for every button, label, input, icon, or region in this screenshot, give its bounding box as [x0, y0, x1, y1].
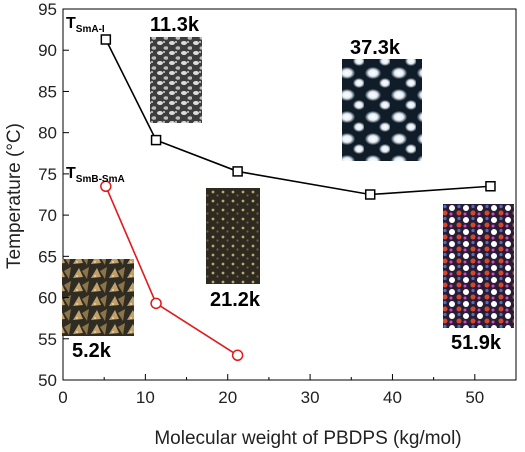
- data-point: [100, 180, 112, 193]
- data-point: [364, 189, 376, 200]
- inset-image-11-3k: [150, 37, 202, 123]
- x-tick-label: 50: [465, 388, 484, 407]
- x-axis: 0 10 20 30 40 50: [58, 374, 484, 407]
- data-point: [150, 134, 162, 146]
- x-tick-label: 40: [383, 388, 402, 407]
- x-axis-title: Molecular weight of PBDPS (kg/mol): [154, 428, 461, 449]
- annotation-37-3k: 37.3k: [350, 37, 401, 59]
- x-tick-label: 0: [58, 388, 67, 407]
- annotation-21-2k: 21.2k: [210, 289, 261, 311]
- series-markers: [100, 34, 496, 362]
- x-tick-label: 30: [301, 388, 320, 407]
- y-tick-label: 85: [38, 82, 57, 101]
- inset-image-21-2k: [206, 188, 260, 284]
- data-point: [100, 34, 112, 45]
- series-label-smb-sma: TSmB-SmA: [66, 165, 125, 185]
- inset-image-37-3k: [342, 59, 422, 161]
- y-tick-label: 55: [38, 330, 57, 349]
- y-tick-label: 70: [38, 206, 57, 225]
- y-tick-label: 75: [38, 165, 57, 184]
- y-axis-title: Temperature (°C): [4, 123, 25, 269]
- inset-image-5-2k: [62, 259, 134, 336]
- y-tick-label: 80: [38, 124, 57, 143]
- plot-frame: [62, 8, 517, 381]
- y-tick-label: 50: [38, 371, 57, 390]
- y-tick-label: 90: [38, 41, 57, 60]
- series-label-sma-i: TSmA-I: [66, 15, 105, 35]
- y-tick-label: 95: [38, 0, 57, 19]
- y-tick-label: 65: [38, 247, 57, 266]
- data-point: [150, 297, 162, 310]
- x-tick-label: 10: [136, 388, 155, 407]
- data-point: [485, 181, 496, 192]
- inset-image-51-9k: [443, 204, 514, 328]
- annotation-51-9k: 51.9k: [451, 332, 502, 354]
- annotation-11-3k: 11.3k: [150, 14, 200, 36]
- y-tick-label: 60: [38, 289, 57, 308]
- data-point: [232, 166, 243, 177]
- x-tick-label: 20: [218, 388, 237, 407]
- annotation-5-2k: 5.2k: [72, 340, 112, 362]
- y-axis: 50 55 60 65 70 75 80 85 90 95: [38, 0, 69, 390]
- data-point: [231, 349, 244, 362]
